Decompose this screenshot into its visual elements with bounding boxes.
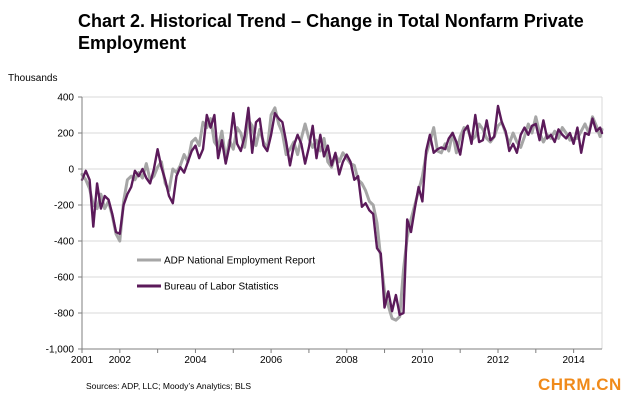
- x-tick-label: 2012: [487, 355, 510, 366]
- y-tick-label: 0: [68, 165, 74, 176]
- y-tick-label: 400: [57, 93, 74, 104]
- series-line-adp: [80, 106, 604, 322]
- y-tick-label: -800: [54, 309, 74, 320]
- x-tick-label: 2010: [411, 355, 434, 366]
- x-tick-label: 2002: [109, 355, 132, 366]
- legend-label-bls: Bureau of Labor Statistics: [164, 282, 279, 293]
- chart-title: Chart 2. Historical Trend – Change in To…: [78, 11, 584, 53]
- series-group: [80, 104, 604, 322]
- y-tick-label: -200: [54, 201, 74, 212]
- series-line-bls: [80, 104, 604, 316]
- y-tick-label: -1,000: [46, 345, 75, 356]
- x-tick-label: 2006: [260, 355, 283, 366]
- y-tick-label: -400: [54, 237, 74, 248]
- x-tick-label: 2008: [336, 355, 359, 366]
- x-tick-label: 2001: [71, 355, 94, 366]
- y-tick-label: 200: [57, 129, 74, 140]
- y-tick-label: -600: [54, 273, 74, 284]
- x-tick-label: 2014: [563, 355, 586, 366]
- x-tick-label: 2004: [184, 355, 207, 366]
- source-note: Sources: ADP, LLC; Moody’s Analytics; BL…: [86, 381, 252, 391]
- legend: ADP National Employment Report Bureau of …: [137, 256, 315, 293]
- legend-label-adp: ADP National Employment Report: [164, 256, 315, 267]
- y-axis-label: Thousands: [8, 73, 58, 84]
- axes: [78, 96, 602, 353]
- brand-watermark: CHRM.CN: [538, 375, 622, 394]
